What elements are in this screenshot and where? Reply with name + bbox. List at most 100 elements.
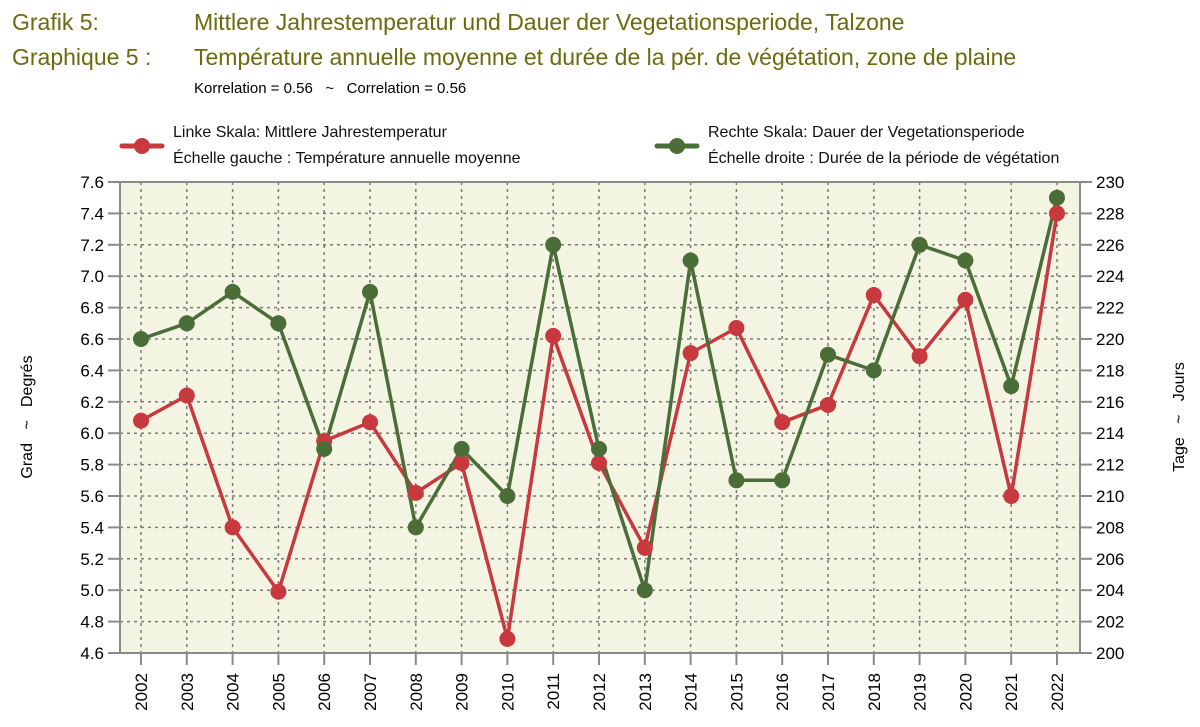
- x-tick-label: 2016: [773, 673, 792, 711]
- x-tick-label: 2022: [1048, 673, 1067, 711]
- point-temperature: [407, 484, 424, 501]
- y-tick-label-right: 200: [1096, 644, 1124, 663]
- y-tick-label-left: 6.0: [80, 424, 104, 443]
- x-tick-label: 2005: [269, 673, 288, 711]
- x-tick-label: 2014: [682, 673, 701, 711]
- point-temperature: [682, 345, 699, 362]
- point-vegetation: [1003, 378, 1020, 395]
- point-temperature: [636, 539, 653, 556]
- x-tick-label: 2015: [727, 673, 746, 711]
- point-vegetation: [133, 331, 149, 347]
- x-tick-label: 2003: [178, 673, 197, 711]
- point-vegetation: [774, 472, 791, 489]
- y-tick-label-left: 7.0: [80, 267, 104, 286]
- y-axis-right: 200 202 204 206 208 210 212 214 216 218 220 222 224 2…: [1080, 173, 1124, 663]
- point-vegetation: [865, 362, 882, 379]
- point-vegetation: [545, 236, 562, 253]
- point-temperature: [1003, 488, 1020, 504]
- y-tick-label-left: 5.0: [80, 581, 104, 600]
- y-tick-label-right: 218: [1096, 361, 1124, 380]
- y-tick-label-left: 6.4: [80, 361, 104, 380]
- y-tick-label-right: 212: [1096, 456, 1124, 475]
- y-tick-label-left: 4.6: [80, 644, 104, 663]
- series: [133, 189, 1065, 647]
- x-tick-label: 2006: [315, 673, 334, 711]
- x-tick-label: 2021: [1002, 673, 1021, 711]
- x-tick-label: 2020: [956, 673, 975, 711]
- x-tick-label: 2004: [224, 673, 243, 711]
- legend-marker-vegetation-dot: [669, 138, 685, 154]
- legend-vegetation: Rechte Skala: Dauer der Vegetationsperio…: [708, 120, 1059, 172]
- y-tick-label-right: 214: [1096, 424, 1124, 443]
- x-axis: 2002 2003 2004 2005 2006 2007 2008 2009 2010 2011…: [132, 653, 1067, 711]
- y-tick-label-left: 5.2: [80, 550, 104, 569]
- y-tick-label-left: 7.6: [80, 173, 104, 192]
- y-tick-label-left: 7.2: [80, 236, 104, 255]
- point-vegetation: [911, 236, 928, 253]
- x-tick-label: 2007: [361, 673, 380, 711]
- y-tick-label-right: 208: [1096, 518, 1124, 537]
- point-vegetation: [957, 252, 974, 269]
- legend-vegetation-fr: Échelle droite : Durée de la période de …: [708, 150, 1060, 167]
- y-tick-label-right: 228: [1096, 204, 1124, 223]
- title-de: Mittlere Jahrestemperatur und Dauer der …: [194, 9, 905, 35]
- y-tick-label-left: 7.4: [80, 204, 104, 223]
- x-tick-label: 2019: [911, 673, 930, 711]
- point-vegetation: [591, 440, 607, 457]
- legend-vegetation-de: Rechte Skala: Dauer der Vegetationsperio…: [708, 124, 1025, 141]
- point-vegetation: [636, 582, 653, 599]
- point-temperature: [270, 583, 287, 600]
- point-temperature: [728, 320, 745, 337]
- point-temperature: [133, 412, 149, 429]
- y-tick-label-right: 230: [1096, 173, 1124, 192]
- point-temperature: [820, 396, 836, 413]
- x-tick-label: 2010: [498, 673, 517, 711]
- y-tick-label-left: 5.8: [80, 456, 104, 475]
- legend-marks: [119, 138, 700, 154]
- y-tick-label-right: 224: [1096, 267, 1124, 286]
- title-de-label: Grafik 5:: [12, 9, 99, 35]
- y-axis-left: 4.6 4.8 5.0 5.2 5.4 5.6 5.8 6.0 6.2 6.4 6.6 6.8 7.0 7…: [80, 173, 120, 663]
- x-tick-label: 2002: [132, 673, 151, 711]
- point-temperature: [911, 348, 928, 365]
- legend-marker-temperature-dot: [134, 138, 150, 154]
- point-vegetation: [453, 440, 470, 457]
- point-vegetation: [270, 315, 287, 332]
- legend-temperature-fr: Échelle gauche : Température annuelle mo…: [173, 150, 521, 167]
- title-fr-label: Graphique 5 :: [12, 44, 152, 70]
- y-tick-label-right: 220: [1096, 330, 1124, 349]
- point-vegetation: [682, 252, 699, 269]
- legend-temperature: Linke Skala: Mittlere Jahrestemperatur É…: [173, 120, 521, 172]
- x-tick-label: 2013: [636, 673, 655, 711]
- y-tick-label-right: 202: [1096, 613, 1124, 632]
- point-temperature: [499, 630, 516, 647]
- point-temperature: [224, 519, 241, 536]
- x-tick-label: 2011: [544, 673, 563, 710]
- y-tick-label-right: 216: [1096, 393, 1124, 412]
- x-tick-label: 2017: [819, 673, 838, 711]
- title-fr: Température annuelle moyenne et durée de…: [194, 44, 1017, 70]
- y-tick-label-right: 210: [1096, 487, 1124, 506]
- point-vegetation: [499, 488, 516, 504]
- plot-area: [120, 182, 1080, 653]
- point-temperature: [362, 414, 378, 431]
- point-vegetation: [728, 472, 745, 489]
- point-vegetation: [1049, 189, 1065, 206]
- x-tick-label: 2009: [453, 673, 472, 711]
- y-tick-label-left: 5.4: [80, 518, 104, 537]
- legend-temperature-de: Linke Skala: Mittlere Jahrestemperatur: [173, 124, 447, 141]
- point-temperature: [453, 455, 470, 472]
- point-temperature: [865, 287, 882, 304]
- point-vegetation: [178, 315, 195, 332]
- y-tick-label-left: 6.6: [80, 330, 104, 349]
- y-tick-label-right: 204: [1096, 581, 1124, 600]
- point-temperature: [1049, 205, 1065, 222]
- x-tick-label: 2012: [590, 673, 609, 711]
- point-vegetation: [407, 519, 424, 536]
- point-vegetation: [820, 346, 836, 363]
- y-tick-label-left: 6.2: [80, 393, 104, 412]
- y-tick-label-right: 206: [1096, 550, 1124, 569]
- y-tick-label-right: 222: [1096, 299, 1124, 318]
- y-tick-label-left: 4.8: [80, 613, 104, 632]
